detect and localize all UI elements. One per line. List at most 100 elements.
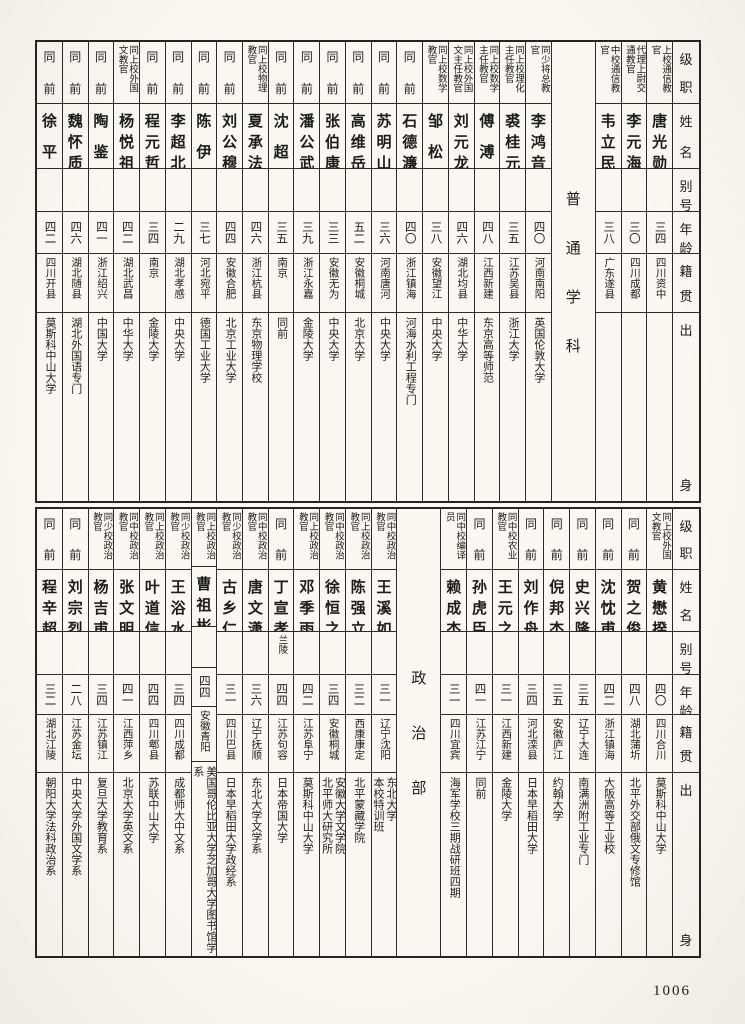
vertical-text: 金陵大学: [301, 317, 314, 362]
vertical-text: 江苏江宁: [474, 718, 486, 761]
education-cell: 安徽大学文学院 北平师大研究所: [320, 773, 345, 956]
name-cell: 刘作舟: [518, 570, 544, 633]
alias-cell: [294, 169, 320, 213]
alias-cell: [62, 169, 88, 213]
character: 超: [41, 621, 57, 633]
vertical-text: 三一: [499, 682, 512, 706]
education-cell: 苏联中山大学: [140, 773, 165, 956]
character: 潘: [299, 114, 315, 131]
vertical-text: 高维岳: [346, 104, 371, 167]
age-cell: 四二: [37, 212, 62, 254]
character: 高: [350, 114, 366, 131]
character: 身: [679, 478, 693, 493]
origin-cell: 湖北武昌: [114, 254, 140, 314]
education-cell: 北平蒙藏学院: [346, 773, 371, 956]
character: 职: [679, 80, 693, 96]
age-cell: 四四: [217, 212, 242, 254]
origin-cell: 安徽青阳: [191, 707, 217, 763]
vertical-text: 安徽青阳: [198, 709, 210, 752]
vertical-text: 同前: [140, 42, 165, 103]
vertical-text: 级职: [673, 509, 699, 569]
character: 同: [627, 517, 640, 531]
row-header-column: 级职姓名别号年龄籍贯出身: [672, 42, 699, 501]
education-cell: 日本帝国大学: [269, 773, 294, 956]
person-column: 同前石德濂四〇 浙江镇海 河海水利工程专门: [396, 42, 423, 501]
character: 哲: [144, 156, 160, 169]
vertical-text: 安徽桐城: [353, 256, 365, 299]
vertical-text: 浙江镇海: [404, 256, 416, 299]
character: 祖: [196, 598, 212, 615]
character: 同: [550, 517, 563, 531]
name-cell: 王溪如: [371, 570, 397, 633]
character: 同: [94, 50, 107, 64]
vertical-text: 四四: [197, 675, 210, 699]
vertical-text: 东北大学文学系: [249, 777, 262, 855]
character: 姓: [679, 114, 693, 130]
rank-cell: 同前: [570, 509, 595, 570]
alias-cell: [621, 169, 647, 213]
education-cell: 莫斯科中山大学: [647, 773, 672, 956]
age-cell: 三五: [570, 675, 595, 716]
vertical-text: 同前: [294, 42, 319, 103]
vertical-text: 同前: [89, 42, 114, 103]
character: 前: [223, 82, 236, 97]
character: 音: [530, 156, 546, 169]
alias-cell: [371, 632, 397, 675]
character: 如: [376, 621, 392, 633]
section-label-char: 学: [565, 289, 581, 306]
person-column: 同前孙虎臣四一 江苏江宁 同前: [466, 509, 492, 956]
vertical-text: 代理上尉交通教官: [623, 45, 645, 93]
vertical-text: 四八: [627, 682, 640, 706]
name-cell: 叶道信: [140, 570, 165, 633]
vertical-text: 沈超: [269, 104, 294, 167]
vertical-text: 同前: [346, 42, 371, 103]
row-header-cell: 别号: [673, 169, 699, 213]
character: 同: [352, 50, 365, 64]
character: 丁: [273, 579, 289, 596]
vertical-text: 四川宜宾: [448, 718, 460, 761]
rank-cell: 同前: [544, 509, 570, 570]
age-cell: 五二: [345, 212, 371, 254]
person-column: 同上校数学主任教官傅溥四八 江西新建 东京高等师范: [473, 42, 500, 501]
vertical-text: 同前: [192, 42, 217, 103]
character: 文: [247, 600, 263, 617]
vertical-text: 四二: [602, 682, 615, 706]
row-header-cell: 籍贯: [673, 715, 699, 774]
person-column: 同前刘公穆四四 安徽合肥 北京工业大学: [216, 42, 242, 501]
rank-cell: 同前: [467, 509, 492, 570]
section-divider: 政治部: [396, 509, 440, 956]
character: 同: [300, 50, 313, 64]
age-cell: 三五: [500, 212, 526, 254]
character: 姓: [679, 579, 693, 595]
character: 懋: [652, 600, 668, 617]
character: 辛: [41, 600, 57, 617]
vertical-text: 四一: [94, 220, 107, 244]
vertical-text: 张伯康: [320, 104, 345, 167]
character: 陈: [350, 579, 366, 596]
rank-cell: 同前: [37, 42, 62, 105]
vertical-text: 四四: [275, 682, 288, 706]
character: 武: [299, 156, 315, 169]
alias-cell: [320, 632, 345, 675]
character: 前: [602, 547, 615, 562]
vertical-text: 二八: [69, 682, 82, 706]
vertical-text: 潘公武: [294, 104, 319, 167]
character: 程: [41, 579, 57, 596]
name-cell: 张伯康: [320, 104, 345, 169]
character: 身: [679, 933, 693, 948]
vertical-text: 江苏句容: [276, 718, 288, 761]
person-column: 同中校政治教官张文明四一 江西萍乡 北京大学英文系: [113, 509, 140, 956]
person-column: 上校通信教官唐光勋三四 四川资中: [646, 42, 672, 501]
character: 同: [43, 50, 56, 64]
education-cell: 北京大学英文系: [114, 773, 139, 956]
vertical-text: 金陵大学: [146, 317, 159, 362]
vertical-text: 北平外交部俄文专修馆: [628, 777, 641, 888]
vertical-text: 东京物理学校: [249, 317, 262, 384]
vertical-text: 东北大学 本校特训班: [372, 777, 397, 833]
vertical-text: 张文明: [114, 570, 139, 632]
character: 曹: [196, 577, 212, 594]
education-cell: 中华大学: [114, 313, 139, 501]
vertical-text: 李超北: [166, 104, 191, 167]
character: 强: [350, 600, 366, 617]
